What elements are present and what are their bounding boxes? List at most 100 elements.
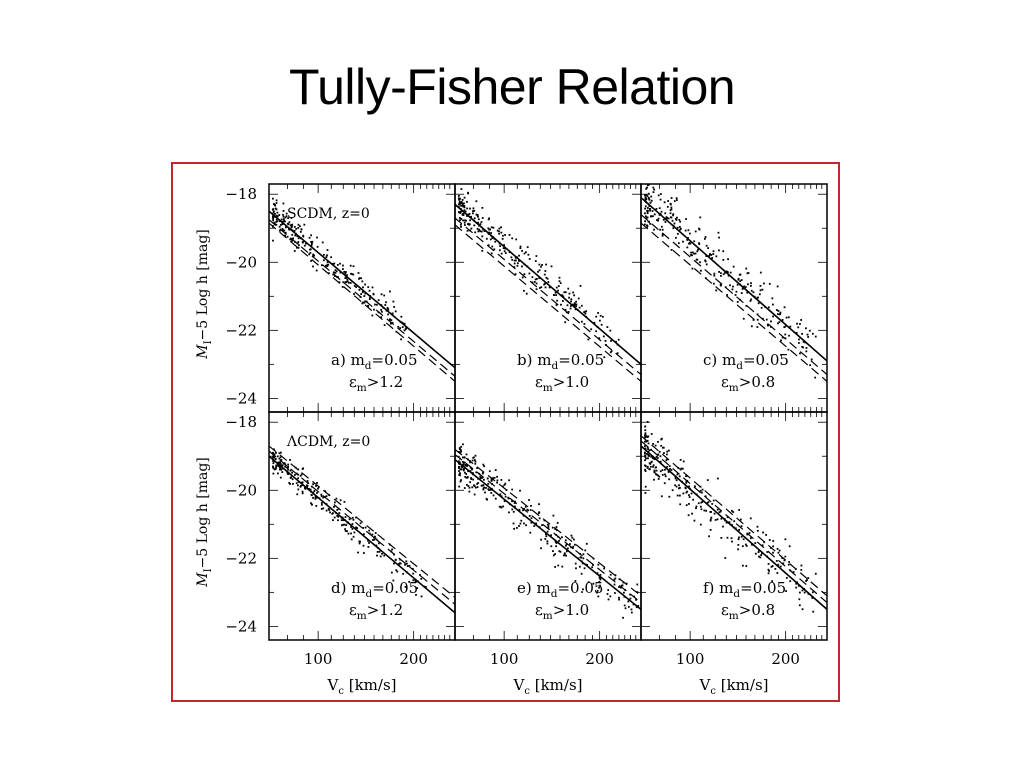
- data-point: [471, 468, 473, 471]
- data-point: [609, 351, 612, 354]
- data-point: [486, 498, 488, 501]
- data-point: [460, 479, 462, 481]
- data-point: [731, 288, 734, 291]
- data-point: [644, 434, 647, 437]
- data-point: [471, 459, 474, 462]
- data-point: [478, 228, 481, 231]
- data-point: [736, 283, 739, 286]
- x-tick-label: 100: [490, 650, 519, 668]
- data-point: [275, 220, 278, 223]
- data-point: [332, 519, 334, 522]
- data-point: [328, 509, 331, 511]
- data-point: [380, 310, 383, 313]
- data-point: [350, 272, 352, 275]
- data-point: [463, 461, 466, 464]
- data-point: [357, 551, 359, 554]
- data-point: [465, 473, 468, 475]
- data-point: [643, 223, 646, 226]
- data-point: [784, 555, 787, 558]
- data-point: [575, 300, 578, 303]
- data-point: [332, 262, 334, 265]
- data-point: [510, 256, 513, 259]
- data-point: [508, 233, 511, 236]
- data-point: [787, 316, 790, 319]
- data-point: [673, 222, 676, 225]
- data-point: [783, 326, 786, 329]
- data-point: [522, 509, 524, 512]
- data-point: [705, 255, 708, 257]
- data-point: [646, 224, 648, 227]
- data-point: [523, 289, 525, 292]
- data-point: [277, 465, 280, 468]
- data-point: [283, 462, 286, 465]
- data-point: [284, 465, 286, 468]
- data-point: [282, 210, 285, 212]
- data-point: [343, 523, 346, 526]
- data-point: [644, 468, 646, 471]
- data-point: [776, 285, 779, 288]
- data-point: [286, 222, 289, 225]
- data-point: [336, 509, 339, 511]
- data-point: [464, 464, 467, 466]
- data-point: [337, 519, 339, 522]
- data-point: [526, 508, 529, 511]
- data-point: [675, 197, 678, 200]
- x-axis-label: Vc [km/s]: [327, 676, 397, 697]
- data-point: [718, 270, 720, 273]
- data-point: [276, 455, 279, 458]
- data-point: [667, 471, 670, 473]
- data-point: [346, 278, 349, 281]
- data-point: [291, 478, 294, 481]
- data-point: [286, 467, 289, 470]
- data-point: [591, 566, 594, 569]
- data-point: [666, 217, 669, 219]
- data-point: [606, 326, 609, 328]
- data-point: [664, 212, 667, 215]
- data-point: [566, 547, 569, 550]
- data-point: [285, 215, 288, 218]
- data-point: [781, 319, 784, 321]
- data-point: [659, 470, 662, 473]
- data-point: [610, 339, 612, 342]
- data-point: [275, 465, 278, 468]
- data-point: [272, 211, 275, 214]
- panel-label-md: a) md=0.05: [331, 351, 418, 372]
- data-point: [767, 568, 770, 571]
- data-point: [599, 573, 602, 576]
- data-point: [646, 225, 649, 228]
- data-point: [609, 573, 612, 576]
- data-point: [498, 230, 500, 233]
- data-point: [524, 505, 527, 508]
- data-point: [273, 204, 276, 206]
- data-point: [571, 547, 574, 550]
- data-point: [331, 512, 334, 515]
- data-point: [280, 451, 282, 454]
- data-point: [299, 485, 302, 488]
- data-point: [706, 479, 709, 481]
- panel-label-eps: εm>0.8: [721, 601, 775, 622]
- data-point: [546, 530, 549, 533]
- data-point: [272, 466, 274, 469]
- data-point: [709, 518, 712, 521]
- data-point: [334, 269, 337, 272]
- data-point: [697, 248, 700, 251]
- data-point: [476, 467, 478, 470]
- data-point: [537, 512, 540, 514]
- data-point: [647, 184, 649, 187]
- data-point: [279, 463, 282, 465]
- data-point: [358, 277, 360, 280]
- data-point: [754, 542, 757, 544]
- data-point: [298, 225, 301, 228]
- data-point: [566, 304, 569, 307]
- data-point: [629, 597, 632, 600]
- data-point: [692, 498, 695, 501]
- data-point: [290, 476, 293, 479]
- data-point: [800, 319, 803, 321]
- data-point: [715, 289, 718, 292]
- data-point: [670, 249, 673, 251]
- data-point: [646, 212, 649, 215]
- data-point: [314, 497, 317, 500]
- data-point: [570, 298, 573, 301]
- data-point: [364, 526, 367, 529]
- data-point: [363, 295, 366, 297]
